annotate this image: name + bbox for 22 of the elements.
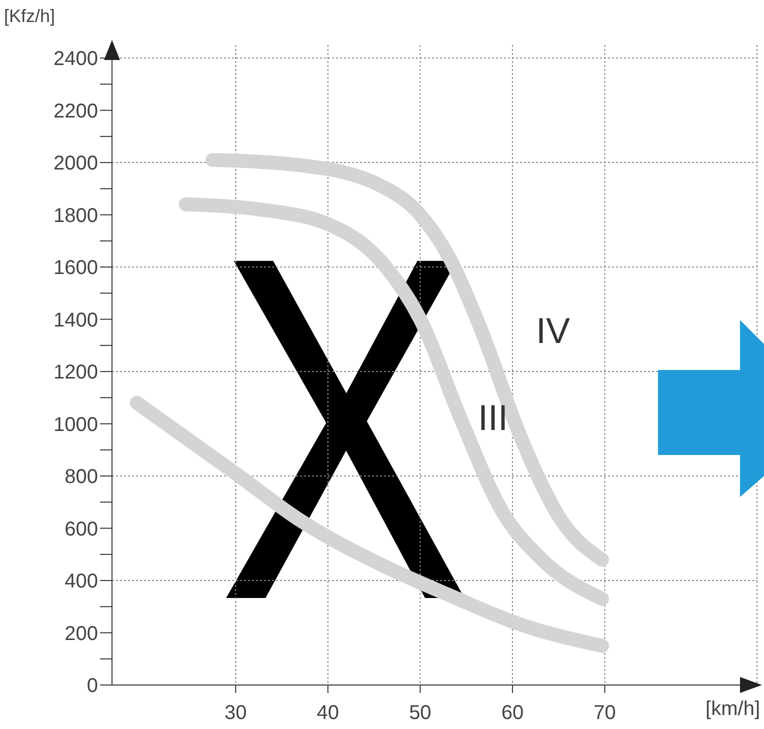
x-tick-label: 50 xyxy=(409,702,432,724)
x-tick-label: 70 xyxy=(594,702,616,724)
y-axis-title: [Kfz/h] xyxy=(4,6,56,27)
y-tick-label: 1200 xyxy=(54,362,98,384)
y-tick-label: 1400 xyxy=(54,309,98,332)
x-tick-label: 60 xyxy=(501,702,524,724)
annotation: III xyxy=(478,397,508,438)
y-tick-label: 1000 xyxy=(54,414,98,436)
y-tick-label: 1600 xyxy=(54,257,98,280)
y-tick-label: 200 xyxy=(64,622,98,645)
y-tick-label: 1800 xyxy=(54,204,98,227)
y-tick-label: 800 xyxy=(64,466,98,488)
y-tick-label: 2200 xyxy=(54,100,98,122)
y-tick-label: 2400 xyxy=(54,48,98,70)
y-tick-label: 0 xyxy=(86,675,98,698)
x-axis-title: [km/h] xyxy=(706,698,760,721)
y-tick-label: 400 xyxy=(64,570,98,593)
x-tick-label: 30 xyxy=(224,702,247,724)
y-tick-label: 600 xyxy=(64,518,98,540)
y-tick-label: 2000 xyxy=(54,152,98,175)
x-tick-label: 40 xyxy=(316,702,340,724)
annotation: IV xyxy=(536,310,570,351)
